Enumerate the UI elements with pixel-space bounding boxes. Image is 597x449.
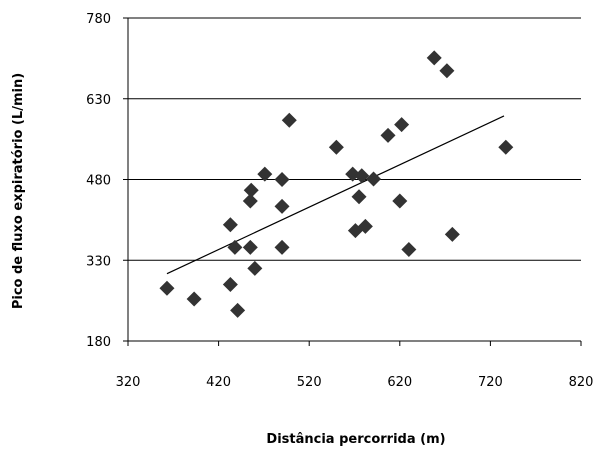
- data-point: [380, 127, 396, 143]
- gridlines: [128, 17, 581, 261]
- data-point: [274, 198, 290, 214]
- data-point: [227, 239, 243, 255]
- data-point: [274, 172, 290, 187]
- data-point: [354, 168, 370, 184]
- data-point: [426, 50, 442, 66]
- data-point: [366, 171, 382, 187]
- y-axis-title: Pico de fluxo expiratório (L/min): [11, 73, 26, 309]
- data-point: [351, 189, 367, 205]
- data-point: [243, 182, 259, 198]
- data-point: [498, 139, 514, 155]
- data-point: [439, 63, 455, 79]
- trendline: [166, 115, 505, 275]
- y-tick-label: 630: [86, 93, 111, 108]
- data-point: [222, 217, 238, 233]
- data-point: [242, 239, 258, 255]
- x-tick-label: 720: [478, 375, 503, 390]
- data-point: [328, 139, 344, 155]
- x-tick-label: 620: [387, 375, 412, 390]
- x-tick-label: 520: [297, 375, 322, 390]
- data-point: [274, 239, 290, 255]
- data-point: [357, 218, 373, 234]
- data-point: [222, 276, 238, 292]
- data-points: [159, 50, 514, 318]
- x-tick-label: 820: [569, 375, 594, 390]
- axes: [123, 17, 582, 346]
- x-tick-label: 320: [116, 375, 141, 390]
- y-tick-label: 330: [86, 254, 111, 269]
- trendline-group: [166, 115, 505, 275]
- data-point: [230, 302, 246, 318]
- x-axis-title: Distância percorrida (m): [266, 432, 445, 447]
- data-point: [401, 241, 417, 257]
- data-point: [257, 166, 273, 182]
- x-tick-label: 420: [206, 375, 231, 390]
- data-point: [444, 226, 460, 242]
- y-tick-label: 480: [86, 174, 111, 189]
- y-tick-label: 780: [86, 12, 111, 27]
- data-point: [186, 291, 202, 307]
- data-point: [394, 117, 410, 133]
- data-point: [281, 112, 297, 128]
- data-point: [159, 280, 175, 296]
- tick-labels: 180 330 480 630 780 320 420 520 620 720 820: [86, 12, 593, 390]
- data-point: [247, 260, 263, 276]
- y-tick-label: 180: [86, 335, 111, 350]
- data-point: [242, 193, 258, 209]
- data-point: [392, 193, 408, 209]
